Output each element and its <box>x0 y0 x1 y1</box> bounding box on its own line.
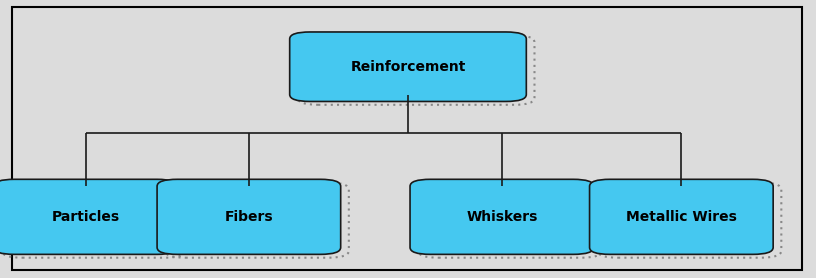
FancyBboxPatch shape <box>290 32 526 101</box>
FancyBboxPatch shape <box>0 179 177 254</box>
FancyBboxPatch shape <box>410 179 593 254</box>
FancyBboxPatch shape <box>12 7 802 270</box>
Text: Reinforcement: Reinforcement <box>350 60 466 74</box>
Text: Whiskers: Whiskers <box>466 210 538 224</box>
Text: Metallic Wires: Metallic Wires <box>626 210 737 224</box>
Text: Particles: Particles <box>51 210 120 224</box>
Text: Fibers: Fibers <box>224 210 273 224</box>
FancyBboxPatch shape <box>589 179 773 254</box>
FancyBboxPatch shape <box>157 179 341 254</box>
